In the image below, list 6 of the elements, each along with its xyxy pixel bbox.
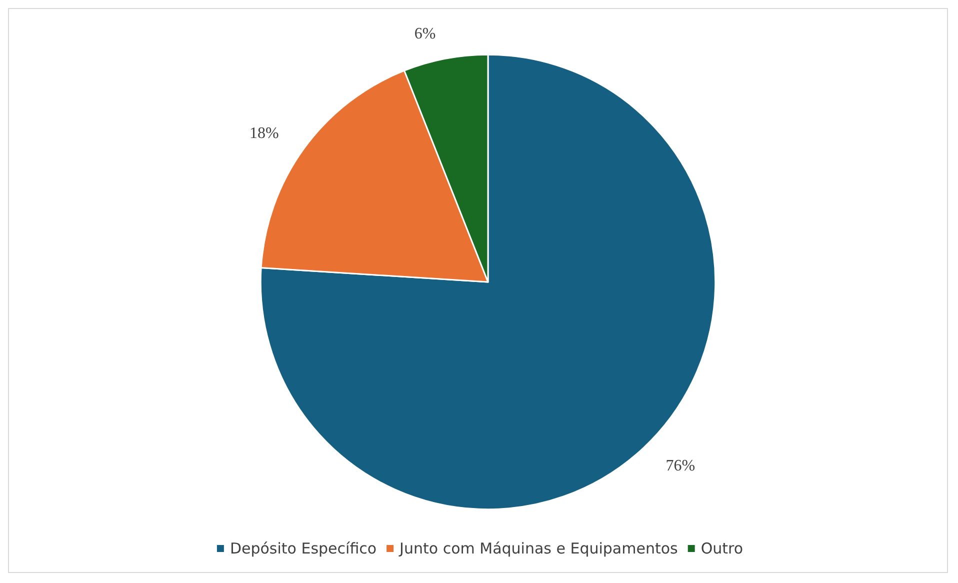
data-label: 18% bbox=[250, 125, 279, 142]
legend-label: Depósito Específico bbox=[230, 540, 377, 558]
data-label: 76% bbox=[666, 457, 696, 474]
legend-label: Outro bbox=[700, 540, 744, 558]
data-label: 6% bbox=[414, 26, 436, 43]
legend-label: Junto com Máquinas e Equipamentos bbox=[398, 540, 678, 558]
